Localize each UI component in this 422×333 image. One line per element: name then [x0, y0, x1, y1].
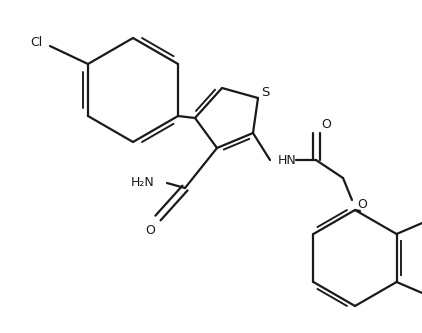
Text: O: O	[321, 119, 331, 132]
Text: HN: HN	[278, 154, 297, 166]
Text: O: O	[145, 223, 155, 236]
Text: Cl: Cl	[30, 36, 42, 49]
Text: O: O	[357, 198, 367, 211]
Text: S: S	[261, 86, 269, 99]
Text: H₂N: H₂N	[131, 176, 155, 189]
